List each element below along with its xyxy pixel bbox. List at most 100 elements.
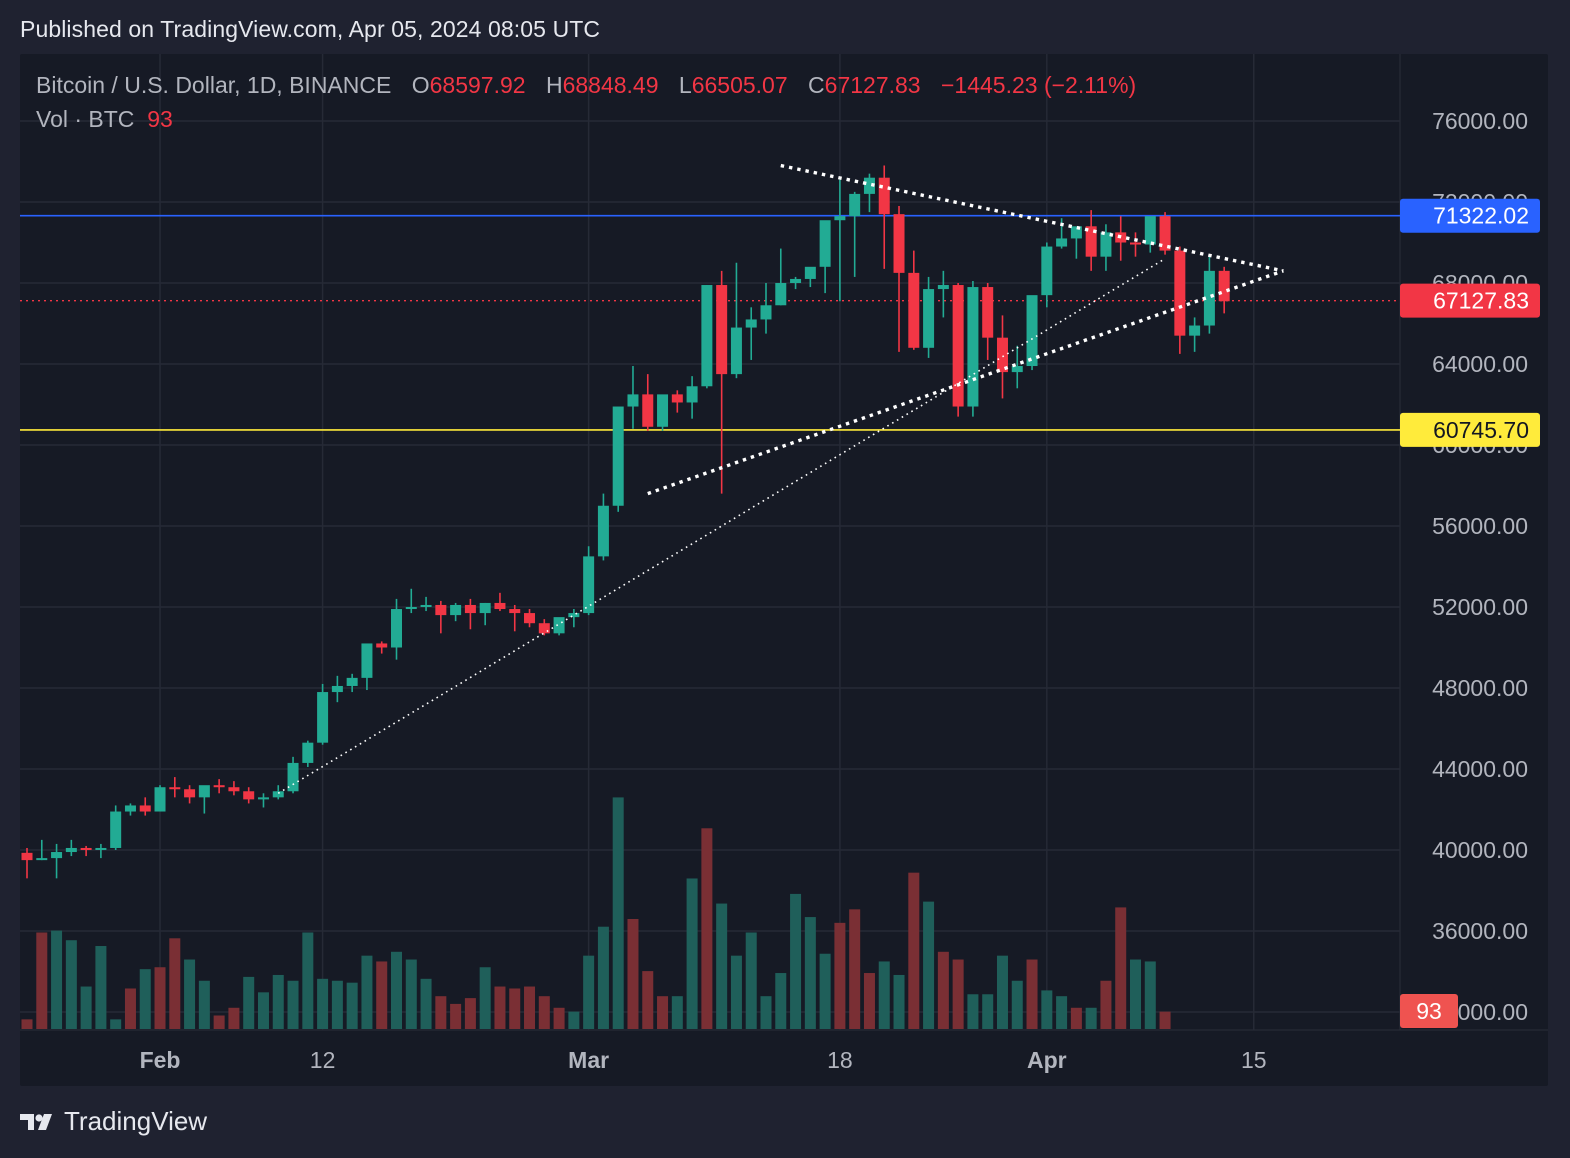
candle-body [538,623,550,634]
candle-body [405,607,417,610]
volume-bar [213,1015,225,1029]
volume-badge: 93 [1400,994,1458,1028]
candle-body [139,805,151,812]
candle-body [878,177,890,215]
price-badge-box [1400,198,1540,233]
published-caption: Published on TradingView.com, Apr 05, 20… [20,16,601,42]
candle-body [257,797,269,800]
candle-body [923,289,935,348]
tradingview-brand: TradingView [64,1106,208,1136]
candle-body [1189,325,1201,336]
volume-bar [494,986,506,1029]
volume-bar [730,955,742,1029]
candle-body [863,177,875,194]
volume-bar [405,959,417,1029]
volume-bar [627,918,639,1029]
volume-legend: Vol · BTC 93 [36,106,173,133]
volume-bar [701,828,713,1029]
volume-bar [937,951,949,1029]
volume-bar [36,932,48,1029]
candle-body [272,791,284,798]
volume-bar [996,955,1008,1029]
footer-brand: TradingView [20,1106,207,1137]
volume-bar [775,973,787,1029]
volume-bar [331,980,343,1029]
trendline [277,258,1166,794]
low-value: 66505.07 [691,72,788,98]
volume-bar [272,974,284,1029]
ohlc-legend: Bitcoin / U.S. Dollar, 1D, BINANCE O6859… [36,72,1136,99]
candle-body [804,266,816,279]
volume-bar [657,996,669,1029]
volume-bar [435,996,447,1029]
volume-bar [863,973,875,1029]
candle-body [1144,216,1156,245]
candlestick-chart[interactable]: 76000.0072000.0068000.0064000.0060000.00… [20,54,1548,1086]
volume-bar [716,903,728,1029]
candle-body [494,602,506,610]
symbol-label[interactable]: Bitcoin / U.S. Dollar, 1D, BINANCE [36,72,392,98]
volume-bar [1085,1007,1097,1029]
candle-body [937,285,949,290]
volume-badge-box [1400,994,1458,1028]
volume-bar [819,953,831,1029]
price-tick-label: 64000.00 [1432,351,1528,377]
candle-body [760,305,772,320]
candle-body [716,285,728,375]
volume-bar [923,901,935,1029]
candle-body [65,847,77,853]
candle-body [775,283,787,306]
volume-bar [287,980,299,1029]
price-level-badge: 60745.70 [1400,412,1540,447]
candle-body [435,604,447,616]
volume-bar [464,998,476,1029]
candle-body [1070,226,1082,239]
price-level-badge: 67127.83 [1400,283,1540,318]
volume-bar [804,917,816,1029]
candle-body [553,617,565,634]
candle-body [1100,232,1112,257]
volume-bar [686,878,698,1029]
candle-body [583,556,595,614]
candle-body [420,604,432,607]
candle-body [302,742,314,763]
chart-frame[interactable]: 76000.0072000.0068000.0064000.0060000.00… [20,54,1548,1086]
candle-body [391,609,402,648]
candle-body [95,847,107,850]
candle-body [110,811,122,848]
candle-body [80,847,92,850]
close-value: 67127.83 [824,72,921,98]
volume-bar [124,988,136,1029]
volume-bar [317,978,329,1029]
candle-body [612,406,624,506]
tradingview-logo-icon [20,1112,56,1132]
candle-body [745,319,757,328]
volume-bar [760,996,772,1029]
candle-body [849,193,861,217]
candle-body [730,327,742,375]
open-label: O [411,72,430,98]
volume-bar [198,980,210,1029]
volume-bar [1041,990,1053,1029]
price-tick-label: 40000.00 [1432,837,1528,863]
volume-bar [568,1011,580,1029]
volume-bar [790,893,802,1029]
volume-value: 93 [147,106,173,132]
volume-bar [982,994,994,1029]
candle-body [1203,270,1215,326]
volume-label[interactable]: Vol · BTC [36,106,135,132]
candle-body [1026,295,1038,367]
candle-body [1159,216,1171,251]
price-badge-label: 71322.02 [1433,203,1529,229]
volume-bar [21,1019,33,1029]
price-tick-label: 52000.00 [1432,594,1528,620]
candle-body [1011,366,1023,373]
volume-bar [509,988,521,1029]
candle-body [317,692,329,743]
volume-bar [450,1003,462,1029]
close-label: C [808,72,825,98]
candle-body [893,214,905,273]
volume-bar [80,986,92,1029]
volume-bar [612,797,624,1029]
volume-bar [184,959,196,1029]
